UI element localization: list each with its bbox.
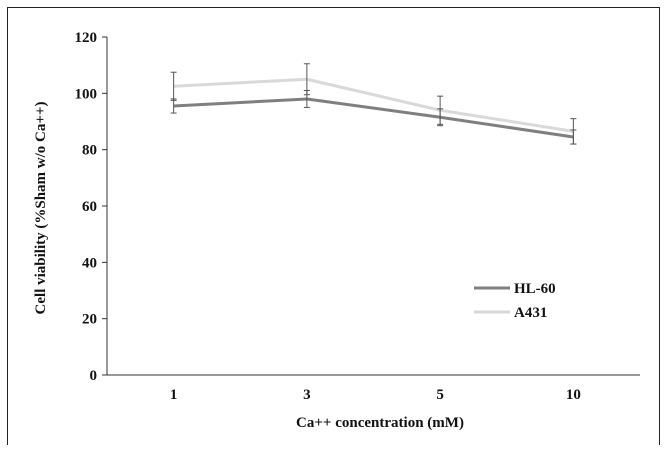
error-bar-a431 <box>437 95 444 125</box>
error-bar-a431 <box>570 118 577 145</box>
x-tick-label: 3 <box>303 387 311 403</box>
series-line-hl-60 <box>173 97 574 139</box>
legend-label-hl-60: HL-60 <box>514 281 556 297</box>
x-axis-title: Ca++ concentration (mM) <box>296 415 464 431</box>
y-tick-label: 0 <box>90 368 98 384</box>
y-tick-label: 120 <box>75 30 98 46</box>
x-tick-label: 5 <box>436 387 444 403</box>
error-bars <box>170 63 577 145</box>
series-line-a431 <box>173 77 574 133</box>
y-axis-ticks: 0 20 40 60 80 100 120 <box>75 30 107 384</box>
y-tick-label: 20 <box>82 312 97 328</box>
chart-frame <box>7 7 660 445</box>
legend-label-a431: A431 <box>514 305 547 321</box>
error-bar-a431 <box>303 63 310 96</box>
y-tick-label: 60 <box>82 199 97 215</box>
y-tick-label: 40 <box>82 255 97 271</box>
x-tick-label: 10 <box>566 387 581 403</box>
legend: HL-60 A431 <box>474 281 556 321</box>
y-tick-label: 80 <box>82 143 97 159</box>
error-bar-a431 <box>170 71 177 101</box>
y-axis-title: Cell viability (%Sham w/o Ca++) <box>33 102 49 315</box>
x-axis-ticks: 1 3 5 10 <box>170 387 581 403</box>
x-tick-label: 1 <box>170 387 178 403</box>
series-layer <box>173 77 574 139</box>
y-tick-label: 100 <box>75 86 98 102</box>
